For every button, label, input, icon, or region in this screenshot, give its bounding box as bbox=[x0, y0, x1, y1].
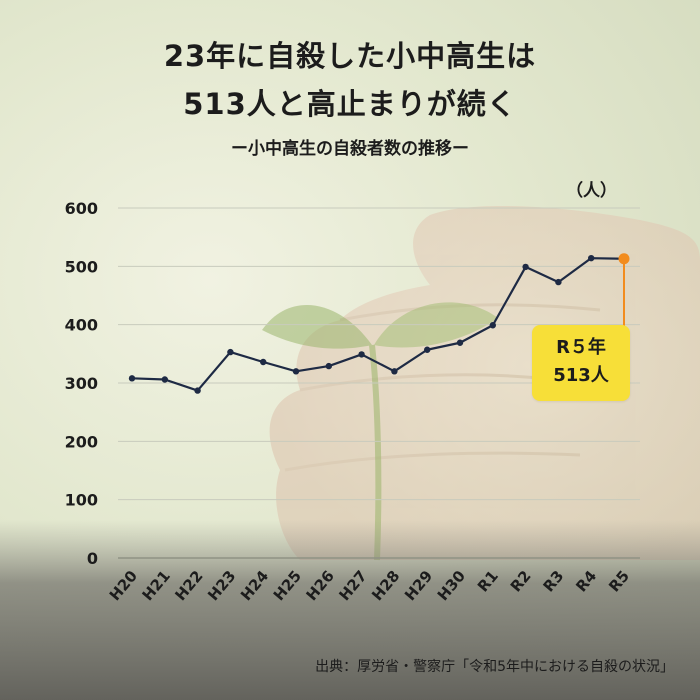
x-tick-label: H21 bbox=[139, 567, 174, 604]
data-point bbox=[260, 358, 267, 366]
x-tick-label: R2 bbox=[507, 567, 535, 595]
x-tick-label: R3 bbox=[540, 567, 568, 595]
chart-subtitle: ー小中高生の自殺者数の推移ー bbox=[231, 139, 469, 159]
y-tick-label: 200 bbox=[65, 432, 98, 451]
x-tick-label: H24 bbox=[237, 567, 272, 604]
data-point bbox=[161, 376, 168, 383]
series-line bbox=[131, 257, 625, 392]
data-point bbox=[227, 348, 234, 356]
y-tick-label: 100 bbox=[65, 491, 98, 510]
x-tick-label: R1 bbox=[474, 567, 502, 595]
callout-box: R５年 513人 bbox=[532, 325, 630, 401]
y-tick-label: 600 bbox=[65, 199, 98, 218]
y-tick-label: 500 bbox=[65, 257, 98, 276]
callout-line-1: R５年 bbox=[556, 337, 606, 358]
data-point bbox=[292, 368, 300, 375]
title-line-1: 23年に自殺した小中高生は bbox=[163, 39, 537, 73]
data-point bbox=[522, 263, 529, 271]
y-tick-label: 0 bbox=[87, 549, 98, 568]
x-tick-label: H23 bbox=[204, 567, 239, 604]
y-tick-label: 400 bbox=[65, 316, 98, 335]
x-tick-label: R5 bbox=[605, 567, 633, 595]
y-tick-label: 300 bbox=[65, 374, 98, 393]
x-tick-label: H20 bbox=[106, 567, 141, 604]
data-point bbox=[424, 346, 431, 353]
data-point bbox=[358, 351, 365, 358]
data-point-highlight bbox=[618, 253, 630, 265]
data-point bbox=[391, 368, 398, 375]
soil-illustration bbox=[0, 520, 700, 700]
x-tick-label: R4 bbox=[572, 567, 600, 595]
x-tick-label: H25 bbox=[270, 567, 305, 604]
data-point bbox=[456, 339, 464, 346]
title-line-2: 513人と高止まりが続く bbox=[183, 87, 517, 121]
data-point bbox=[588, 254, 595, 262]
x-tick-label: H28 bbox=[368, 567, 403, 604]
chart-title: 23年に自殺した小中高生は 513人と高止まりが続く bbox=[0, 32, 700, 128]
data-point bbox=[555, 278, 562, 286]
data-point bbox=[489, 322, 496, 329]
data-point bbox=[128, 375, 136, 382]
data-point bbox=[194, 387, 201, 394]
source-note: 出典：厚労省・警察庁「令和5年中における自殺の状況」 bbox=[315, 659, 674, 675]
x-tick-label: H27 bbox=[335, 567, 370, 604]
x-tick-label: H30 bbox=[434, 567, 469, 604]
data-point bbox=[325, 362, 332, 370]
callout-line-2: 513人 bbox=[553, 365, 609, 386]
x-tick-label: H22 bbox=[171, 567, 206, 604]
x-tick-label: H26 bbox=[303, 567, 338, 604]
unit-label: （人） bbox=[566, 181, 617, 201]
x-tick-label: H29 bbox=[401, 567, 436, 604]
